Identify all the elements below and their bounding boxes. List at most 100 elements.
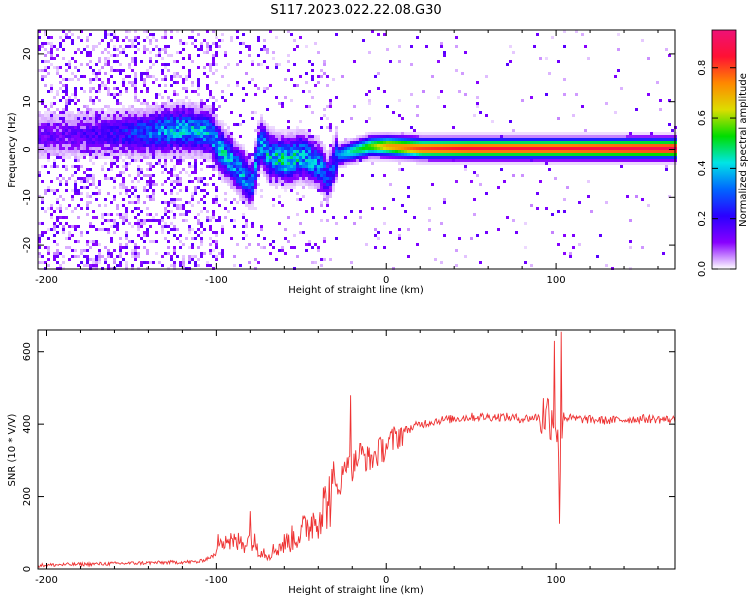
spectrogram-cell — [197, 138, 200, 141]
spectrogram-cell — [218, 45, 221, 48]
spectrogram-cell — [65, 120, 68, 123]
spectrogram-cell — [263, 129, 266, 132]
spectrogram-cell — [242, 213, 245, 216]
spectrogram-cell — [251, 198, 254, 201]
spectrogram-cell — [113, 144, 116, 147]
spectrogram-cell — [65, 102, 68, 105]
spectrogram-cell — [614, 156, 617, 159]
spectrogram-cell — [185, 213, 188, 216]
spectrogram-cell — [659, 135, 662, 138]
spectrogram-cell — [188, 225, 191, 228]
spectrogram-cell — [164, 105, 167, 108]
spectrogram-cell — [659, 150, 662, 153]
spectrogram-cell — [305, 249, 308, 252]
spectrogram-cell — [113, 147, 116, 150]
spectrogram-cell — [500, 153, 503, 156]
spectrogram-cell — [668, 135, 671, 138]
spectrogram-cell — [260, 114, 263, 117]
spectrogram-cell — [239, 177, 242, 180]
spectrogram-cell — [143, 123, 146, 126]
spectrogram-cell — [179, 183, 182, 186]
spectrogram-cell — [263, 60, 266, 63]
spectrogram-cell — [398, 162, 401, 165]
spectrogram-cell — [200, 135, 203, 138]
spectrogram-cell — [134, 72, 137, 75]
spectrogram-cell — [401, 141, 404, 144]
spectrogram-cell — [431, 141, 434, 144]
spectrogram-cell — [164, 192, 167, 195]
spectrogram-cell — [464, 138, 467, 141]
spectrogram-cell — [176, 147, 179, 150]
spectrogram-cell — [269, 168, 272, 171]
spectrogram-cell — [629, 153, 632, 156]
spectrogram-cell — [77, 189, 80, 192]
spectrogram-cell — [347, 138, 350, 141]
spectrogram-cell — [173, 153, 176, 156]
spectrogram-cell — [119, 252, 122, 255]
spectrogram-cell — [404, 159, 407, 162]
spectrogram-cell — [635, 135, 638, 138]
spectrogram-cell — [398, 237, 401, 240]
spectrogram-cell — [206, 123, 209, 126]
spectrogram-cell — [365, 93, 368, 96]
spectrogram-cell — [488, 138, 491, 141]
spectrogram-cell — [212, 147, 215, 150]
spectrogram-cell — [614, 138, 617, 141]
spectrogram-cell — [539, 156, 542, 159]
spectrogram-cell — [608, 150, 611, 153]
spectrogram-cell — [500, 156, 503, 159]
spectrogram-cell — [215, 129, 218, 132]
spectrogram-cell — [239, 198, 242, 201]
spectrogram-cell — [86, 258, 89, 261]
spectrogram-cell — [605, 153, 608, 156]
spectrogram-cell — [38, 156, 41, 159]
spectrogram-cell — [44, 69, 47, 72]
spectrogram-cell — [155, 102, 158, 105]
spectrogram-cell — [143, 30, 146, 33]
spectrogram-cell — [440, 42, 443, 45]
spectrogram-cell — [68, 225, 71, 228]
spectrogram-cell — [161, 150, 164, 153]
spectrogram-cell — [122, 129, 125, 132]
spectrogram-cell — [98, 129, 101, 132]
spectrogram-cell — [143, 138, 146, 141]
spectrogram-cell — [554, 138, 557, 141]
spectrogram-cell — [164, 108, 167, 111]
spectrogram-cell — [242, 165, 245, 168]
spectrogram-cell — [239, 171, 242, 174]
spectrogram-cell — [434, 147, 437, 150]
spectrogram-cell — [71, 198, 74, 201]
spectrogram-cell — [386, 153, 389, 156]
spectrogram-cell — [305, 153, 308, 156]
spectrogram-cell — [182, 138, 185, 141]
spectrogram-cell — [407, 144, 410, 147]
spectrogram-cell — [401, 153, 404, 156]
spectrogram-cell — [83, 171, 86, 174]
spectrogram-cell — [206, 117, 209, 120]
spectrogram-cell — [128, 108, 131, 111]
spectrogram-cell — [446, 153, 449, 156]
spectrogram-cell — [146, 48, 149, 51]
spectrogram-cell — [38, 144, 41, 147]
spectrogram-cell — [68, 237, 71, 240]
spectrogram-cell — [668, 195, 671, 198]
spectrogram-cell — [167, 246, 170, 249]
spectrogram-cell — [188, 108, 191, 111]
spectrogram-cell — [188, 102, 191, 105]
spectrogram-cell — [530, 162, 533, 165]
spectrogram-cell — [170, 174, 173, 177]
spectrogram-cell — [374, 144, 377, 147]
spectrogram-cell — [191, 90, 194, 93]
spectrogram-cell — [584, 135, 587, 138]
spectrogram-cell — [473, 144, 476, 147]
spectrogram-cell — [296, 159, 299, 162]
spectrogram-cell — [230, 153, 233, 156]
spectrogram-cell — [200, 231, 203, 234]
spectrogram-cell — [569, 159, 572, 162]
spectrogram-cell — [185, 126, 188, 129]
spectrogram-cell — [71, 114, 74, 117]
spectrogram-cell — [65, 33, 68, 36]
spectrogram-cell — [113, 162, 116, 165]
spectrogram-cell — [65, 237, 68, 240]
spectrogram-cell — [383, 33, 386, 36]
